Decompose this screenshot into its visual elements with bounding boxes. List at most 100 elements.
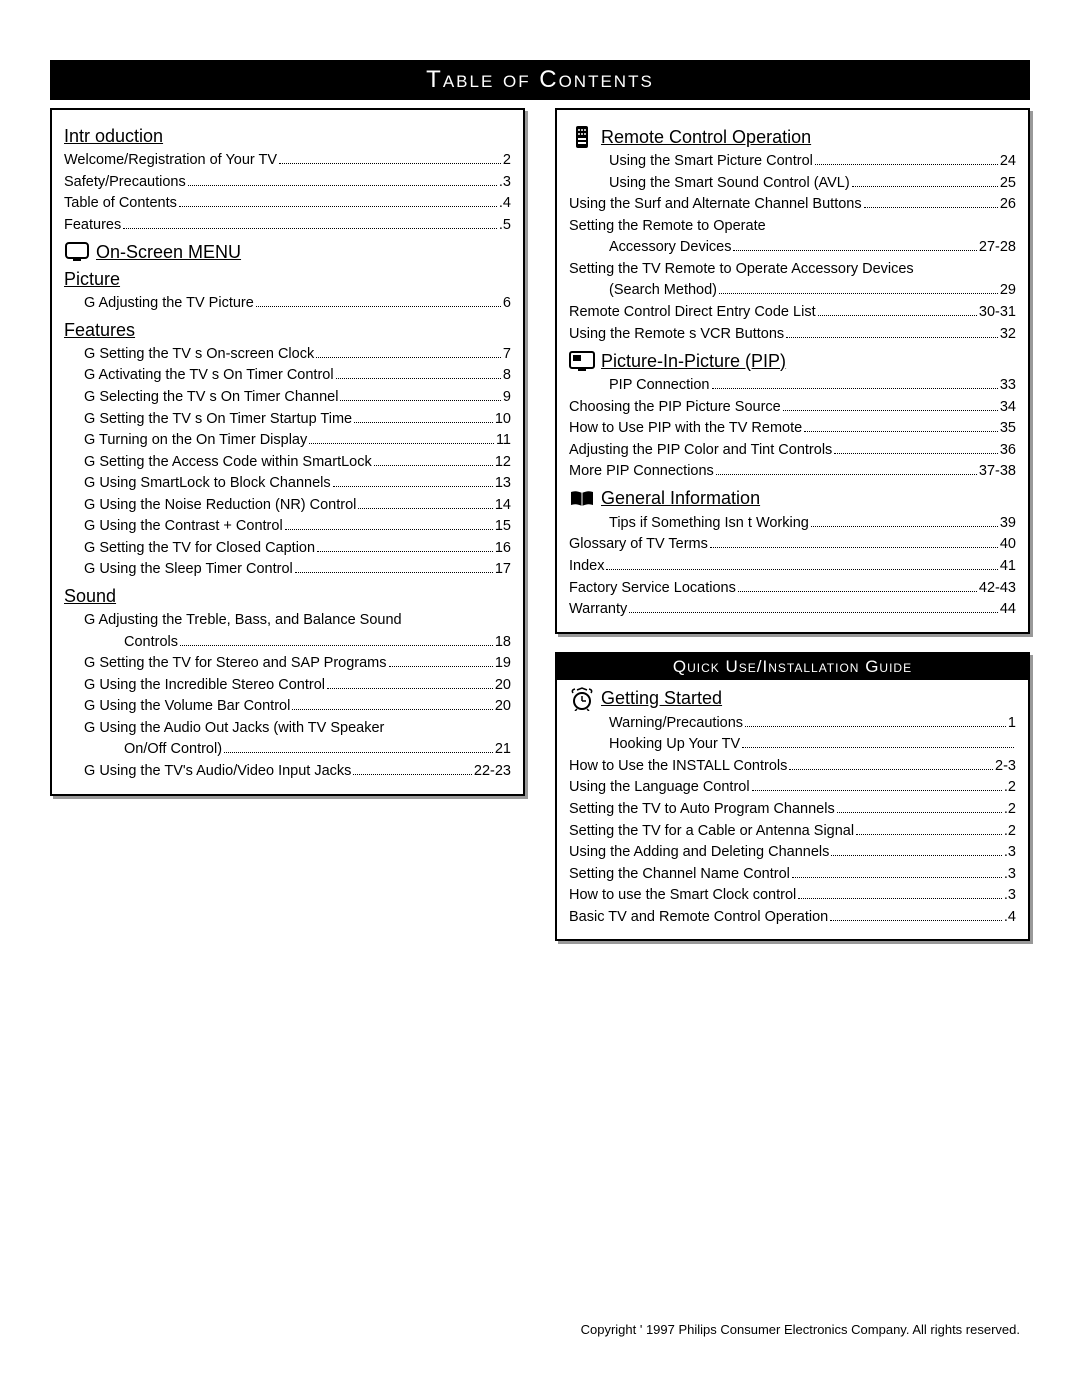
toc-entry-page: 15 — [495, 517, 511, 537]
toc-entry-label: Using SmartLock to Block Channels — [84, 474, 331, 494]
toc-entry-label: Setting the TV for Closed Caption — [84, 539, 315, 559]
toc-entry: Using SmartLock to Block Channels13 — [84, 474, 511, 494]
toc-entry: Setting the TV to Auto Program Channels.… — [569, 800, 1016, 820]
toc-entry-label: Using the Surf and Alternate Channel But… — [569, 195, 862, 215]
leader-dots — [856, 834, 1002, 835]
toc-entry: Using the Sleep Timer Control 17 — [84, 560, 511, 580]
toc-entry-label: Features — [64, 216, 121, 236]
toc-entry-label: More PIP Connections — [569, 462, 714, 482]
leader-dots — [123, 228, 497, 229]
toc-entry-label: Basic TV and Remote Control Operation — [569, 908, 828, 928]
toc-entry: Using the TV's Audio/Video Input Jacks22… — [84, 762, 511, 782]
toc-entry: Using the Adding and Deleting Channels.3 — [569, 843, 1016, 863]
toc-entry-page: 37-38 — [979, 462, 1016, 482]
leader-dots — [811, 526, 998, 527]
leader-dots — [710, 547, 998, 548]
getting-heading: Getting Started — [569, 688, 1016, 710]
getting-label: Getting Started — [601, 688, 722, 709]
leader-dots — [798, 898, 1002, 899]
toc-entry-page: 17 — [495, 560, 511, 580]
toc-entry-label: Setting the TV to Auto Program Channels — [569, 800, 835, 820]
toc-entry-label: PIP Connection — [609, 376, 710, 396]
toc-entry-label: Using the Remote s VCR Buttons — [569, 325, 784, 345]
toc-entry-page: 39 — [1000, 514, 1016, 534]
toc-entry-label: Setting the TV s On Timer Startup Time — [84, 410, 352, 430]
toc-entry: Using the Language Control .2 — [569, 778, 1016, 798]
toc-entry-label: Using the Incredible Stereo Control — [84, 676, 325, 696]
leader-dots — [830, 920, 1002, 921]
leader-dots — [340, 400, 501, 401]
picture-list: Adjusting the TV Picture6 — [84, 294, 511, 314]
leader-dots — [316, 357, 501, 358]
intro-list: Welcome/Registration of Your TV2Safety/P… — [64, 151, 511, 235]
toc-entry-page: 44 — [1000, 600, 1016, 620]
toc-entry-page: 20 — [495, 676, 511, 696]
toc-entry: Hooking Up Your TV — [609, 735, 1016, 755]
toc-entry: Welcome/Registration of Your TV 2 — [64, 151, 511, 171]
toc-entry-page: .5 — [499, 216, 511, 236]
toc-entry-page: 18 — [495, 633, 511, 653]
copyright: Copyright ' 1997 Philips Consumer Electr… — [581, 1322, 1020, 1337]
toc-entry-label: Warning/Precautions — [609, 714, 743, 734]
toc-entry-label: Using the Audio Out Jacks (with TV Speak… — [84, 719, 384, 739]
toc-entry-label: Tips if Something Isn t Working — [609, 514, 809, 534]
toc-entry: Adjusting the PIP Color and Tint Control… — [569, 441, 1016, 461]
toc-entry-label: Setting the TV for a Cable or Antenna Si… — [569, 822, 854, 842]
leader-dots — [336, 378, 501, 379]
toc-entry-page: .2 — [1004, 778, 1016, 798]
leader-dots — [317, 551, 493, 552]
toc-entry: PIP Connection33 — [609, 376, 1016, 396]
toc-entry-label: Factory Service Locations — [569, 579, 736, 599]
toc-entry-page: .3 — [1004, 865, 1016, 885]
toc-entry-page: 2 — [503, 151, 511, 171]
quick-use-title: Quick Use/Installation Guide — [557, 654, 1028, 680]
toc-entry-label: How to Use PIP with the TV Remote — [569, 419, 802, 439]
toc-entry-label: Setting the Access Code within SmartLock — [84, 453, 372, 473]
columns: Intr oduction Welcome/Registration of Yo… — [50, 108, 1030, 959]
toc-entry-label: Controls — [124, 633, 178, 653]
toc-entry-label: How to Use the INSTALL Controls — [569, 757, 787, 777]
toc-entry: Using the Contrast + Control15 — [84, 517, 511, 537]
sound-list: Adjusting the Treble, Bass, and Balance … — [84, 611, 511, 782]
toc-entry-label: Welcome/Registration of Your TV — [64, 151, 277, 171]
toc-entry-page: 7 — [503, 345, 511, 365]
toc-entry: Setting the Remote to Operate — [569, 217, 1016, 237]
toc-entry: Accessory Devices27-28 — [609, 238, 1016, 258]
toc-entry-page: 24 — [1000, 152, 1016, 172]
leader-dots — [295, 572, 493, 573]
leader-dots — [353, 774, 471, 775]
toc-entry: Adjusting the TV Picture6 — [84, 294, 511, 314]
left-column: Intr oduction Welcome/Registration of Yo… — [50, 108, 525, 959]
toc-entry-label: On/Off Control) — [124, 740, 222, 760]
toc-entry-label: Glossary of TV Terms — [569, 535, 708, 555]
toc-entry-label: Using the Language Control — [569, 778, 750, 798]
pip-heading: Picture-In-Picture (PIP) — [569, 350, 1016, 372]
toc-entry-label: Using the Noise Reduction (NR) Control — [84, 496, 356, 516]
book-icon — [569, 488, 595, 510]
leader-dots — [327, 688, 493, 689]
toc-entry: Setting the TV s On-screen Clock7 — [84, 345, 511, 365]
pip-icon — [569, 350, 595, 372]
toc-entry-page: 10 — [495, 410, 511, 430]
toc-entry: Setting the Access Code within SmartLock… — [84, 453, 511, 473]
toc-entry: Controls 18 — [124, 633, 511, 653]
toc-entry: Tips if Something Isn t Working 39 — [609, 514, 1016, 534]
toc-entry: How to use the Smart Clock control.3 — [569, 886, 1016, 906]
toc-entry: Turning on the On Timer Display11 — [84, 431, 511, 451]
leader-dots — [256, 306, 501, 307]
toc-entry-page: 19 — [495, 654, 511, 674]
toc-entry: Using the Surf and Alternate Channel But… — [569, 195, 1016, 215]
toc-entry-page: 16 — [495, 539, 511, 559]
onscreen-heading: On-Screen MENU — [64, 241, 511, 263]
toc-entry-page: 2-3 — [995, 757, 1016, 777]
toc-entry-label: Using the Sleep Timer Control — [84, 560, 293, 580]
toc-entry-label: Using the Smart Picture Control — [609, 152, 813, 172]
toc-entry: Using the Incredible Stereo Control 20 — [84, 676, 511, 696]
right-box-2: Quick Use/Installation Guide Getting Sta… — [555, 652, 1030, 942]
toc-entry-label: Turning on the On Timer Display — [84, 431, 307, 451]
leader-dots — [786, 337, 998, 338]
leader-dots — [333, 486, 493, 487]
toc-entry: Using the Remote s VCR Buttons32 — [569, 325, 1016, 345]
toc-entry: Setting the TV for Closed Caption 16 — [84, 539, 511, 559]
leader-dots — [224, 752, 493, 753]
